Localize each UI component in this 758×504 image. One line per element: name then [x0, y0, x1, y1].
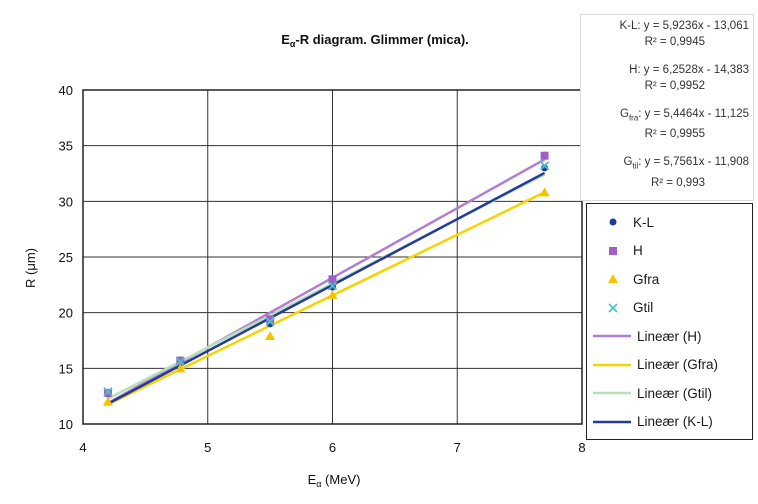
- y-tick-label: 40: [59, 83, 73, 98]
- data-point: [265, 316, 275, 327]
- legend-entry: K-L: [587, 212, 654, 232]
- legend-label: Lineær (K-L): [637, 414, 713, 429]
- legend-entry: Gtil: [587, 298, 653, 318]
- chart-title: Eα-R diagram. Glimmer (mica).: [281, 32, 469, 49]
- legend-label: Gfra: [633, 271, 660, 287]
- trendline-equation: H: y = 6,2528x - 14,383: [629, 64, 749, 76]
- legend-swatch: [593, 420, 631, 423]
- data-point: [327, 289, 338, 299]
- y-tick-label: 20: [59, 306, 73, 321]
- trendline-r2: R² = 0,9952: [644, 80, 705, 92]
- trendline-r2: R² = 0,993: [650, 176, 705, 189]
- y-tick-label: 15: [59, 361, 73, 376]
- data-point: [175, 357, 185, 367]
- legend-label: Lineær (Gtil): [637, 385, 713, 401]
- x-tick-label: 4: [79, 440, 86, 455]
- trendline-r2: R² = 0,9955: [644, 128, 705, 141]
- legend-swatch: [593, 334, 631, 338]
- data-point: [175, 363, 186, 373]
- y-tick-label: 10: [59, 417, 73, 432]
- x-axis-label: Eα (MeV): [308, 472, 361, 489]
- chart-legend: K-L H Gfra Gtil Lineær (H) Lineær (Gfra) Lineæ…: [586, 203, 753, 440]
- x-tick-label: 7: [454, 440, 461, 455]
- data-point: [540, 151, 549, 160]
- legend-entry: Lineær (Gfra): [587, 355, 718, 375]
- trendline-r2: R² = 0,9945: [644, 36, 705, 48]
- data-point: [103, 387, 113, 397]
- data-point: [608, 274, 618, 283]
- legend-swatch: [608, 274, 618, 283]
- legend-label: Gtil: [633, 300, 654, 315]
- data-point: [541, 164, 549, 172]
- data-point: [539, 187, 550, 197]
- trendline-equation: K-L: y = 5,9236x - 13,061: [619, 20, 749, 32]
- data-point: [609, 246, 617, 255]
- legend-swatch: [593, 363, 631, 366]
- x-tick-label: 5: [204, 440, 211, 455]
- legend-entry: H: [587, 241, 643, 261]
- y-axis-label: R (μm): [23, 248, 38, 288]
- trendline-equations: K-L: y = 5,9236x - 13,061 R² = 0,9945 H: y…: [580, 14, 754, 201]
- legend-swatch: [609, 218, 617, 226]
- legend-label: Lineær (H): [637, 328, 702, 344]
- data-point: [608, 302, 618, 313]
- data-point: [327, 281, 338, 291]
- y-tick-label: 35: [59, 139, 73, 154]
- legend-label: Lineær (Gfra): [637, 357, 719, 372]
- trendline-equation: Gtil: y = 5,7561x - 11,908: [623, 156, 749, 171]
- y-tick-label: 30: [59, 194, 73, 209]
- legend-label: K-L: [633, 214, 655, 230]
- data-point: [609, 218, 617, 226]
- legend-entry: Lineær (Gtil): [587, 383, 712, 403]
- legend-label: H: [633, 243, 643, 258]
- plot-border: [82, 89, 583, 425]
- data-point: [102, 396, 113, 406]
- legend-entry: Lineær (H): [587, 326, 702, 346]
- legend-swatch: [609, 246, 617, 255]
- trendline-equation: Gfra: y = 5,4464x - 11,125: [619, 108, 749, 123]
- data-point: [539, 161, 550, 171]
- legend-swatch: [593, 391, 631, 395]
- legend-swatch: [608, 302, 618, 313]
- data-point: [328, 275, 337, 284]
- y-tick-label: 25: [59, 250, 73, 265]
- x-tick-label: 6: [329, 440, 336, 455]
- data-point: [265, 331, 276, 341]
- legend-entry: Gfra: [587, 269, 659, 289]
- x-tick-label: 8: [578, 440, 585, 455]
- legend-entry: Lineær (K-L): [587, 412, 713, 432]
- data-point: [266, 315, 275, 324]
